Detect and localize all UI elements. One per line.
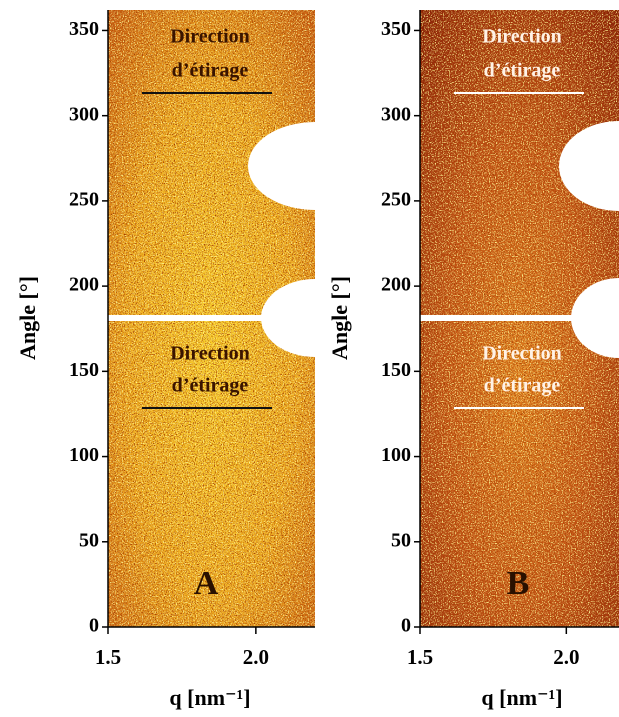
x-axis-label: q [nm⁻¹] <box>169 685 250 710</box>
y-tick-label: 0 <box>89 615 99 637</box>
y-tick-label: 350 <box>69 18 99 40</box>
y-tick-label: 100 <box>381 444 411 466</box>
annotation: d’étirage <box>172 375 249 397</box>
annotation: d’étirage <box>484 60 561 82</box>
y-tick-label: 200 <box>69 274 99 296</box>
mask-band <box>108 315 315 321</box>
x-tick-label: 1.5 <box>407 645 433 669</box>
panel-label: B <box>507 565 530 602</box>
x-axis-label: q [nm⁻¹] <box>481 685 562 710</box>
mask-region <box>571 278 619 358</box>
y-axis-label: Angle [°] <box>327 276 352 360</box>
y-tick-label: 350 <box>381 18 411 40</box>
panel-label: A <box>194 565 219 602</box>
annotation: d’étirage <box>172 60 249 82</box>
annotation: d’étirage <box>484 375 561 397</box>
annotation: Direction <box>482 26 562 48</box>
mask-region <box>261 279 369 357</box>
y-tick-label: 150 <box>69 359 99 381</box>
y-tick-label: 250 <box>381 188 411 210</box>
x-tick-label: 2.0 <box>553 645 579 669</box>
y-tick-label: 300 <box>69 103 99 125</box>
y-tick-label: 50 <box>391 529 411 551</box>
y-tick-label: 100 <box>69 444 99 466</box>
y-tick-label: 50 <box>79 529 99 551</box>
mask-band <box>420 315 619 321</box>
x-tick-label: 1.5 <box>95 645 121 669</box>
mask-region <box>248 122 382 210</box>
annotation: Direction <box>170 343 250 365</box>
y-tick-label: 300 <box>381 103 411 125</box>
y-tick-label: 250 <box>69 188 99 210</box>
y-tick-label: 200 <box>381 274 411 296</box>
y-tick-label: 150 <box>381 359 411 381</box>
annotation: Direction <box>482 343 562 365</box>
y-tick-label: 0 <box>401 615 411 637</box>
annotation: Direction <box>170 26 250 48</box>
y-axis-label: Angle [°] <box>15 276 40 360</box>
x-tick-label: 2.0 <box>243 645 269 669</box>
mask-region <box>559 121 619 211</box>
panels: 0 50 100 150 200 250 300 350 1.5 2.0 q [nm⁻¹] Angle… <box>15 10 619 710</box>
